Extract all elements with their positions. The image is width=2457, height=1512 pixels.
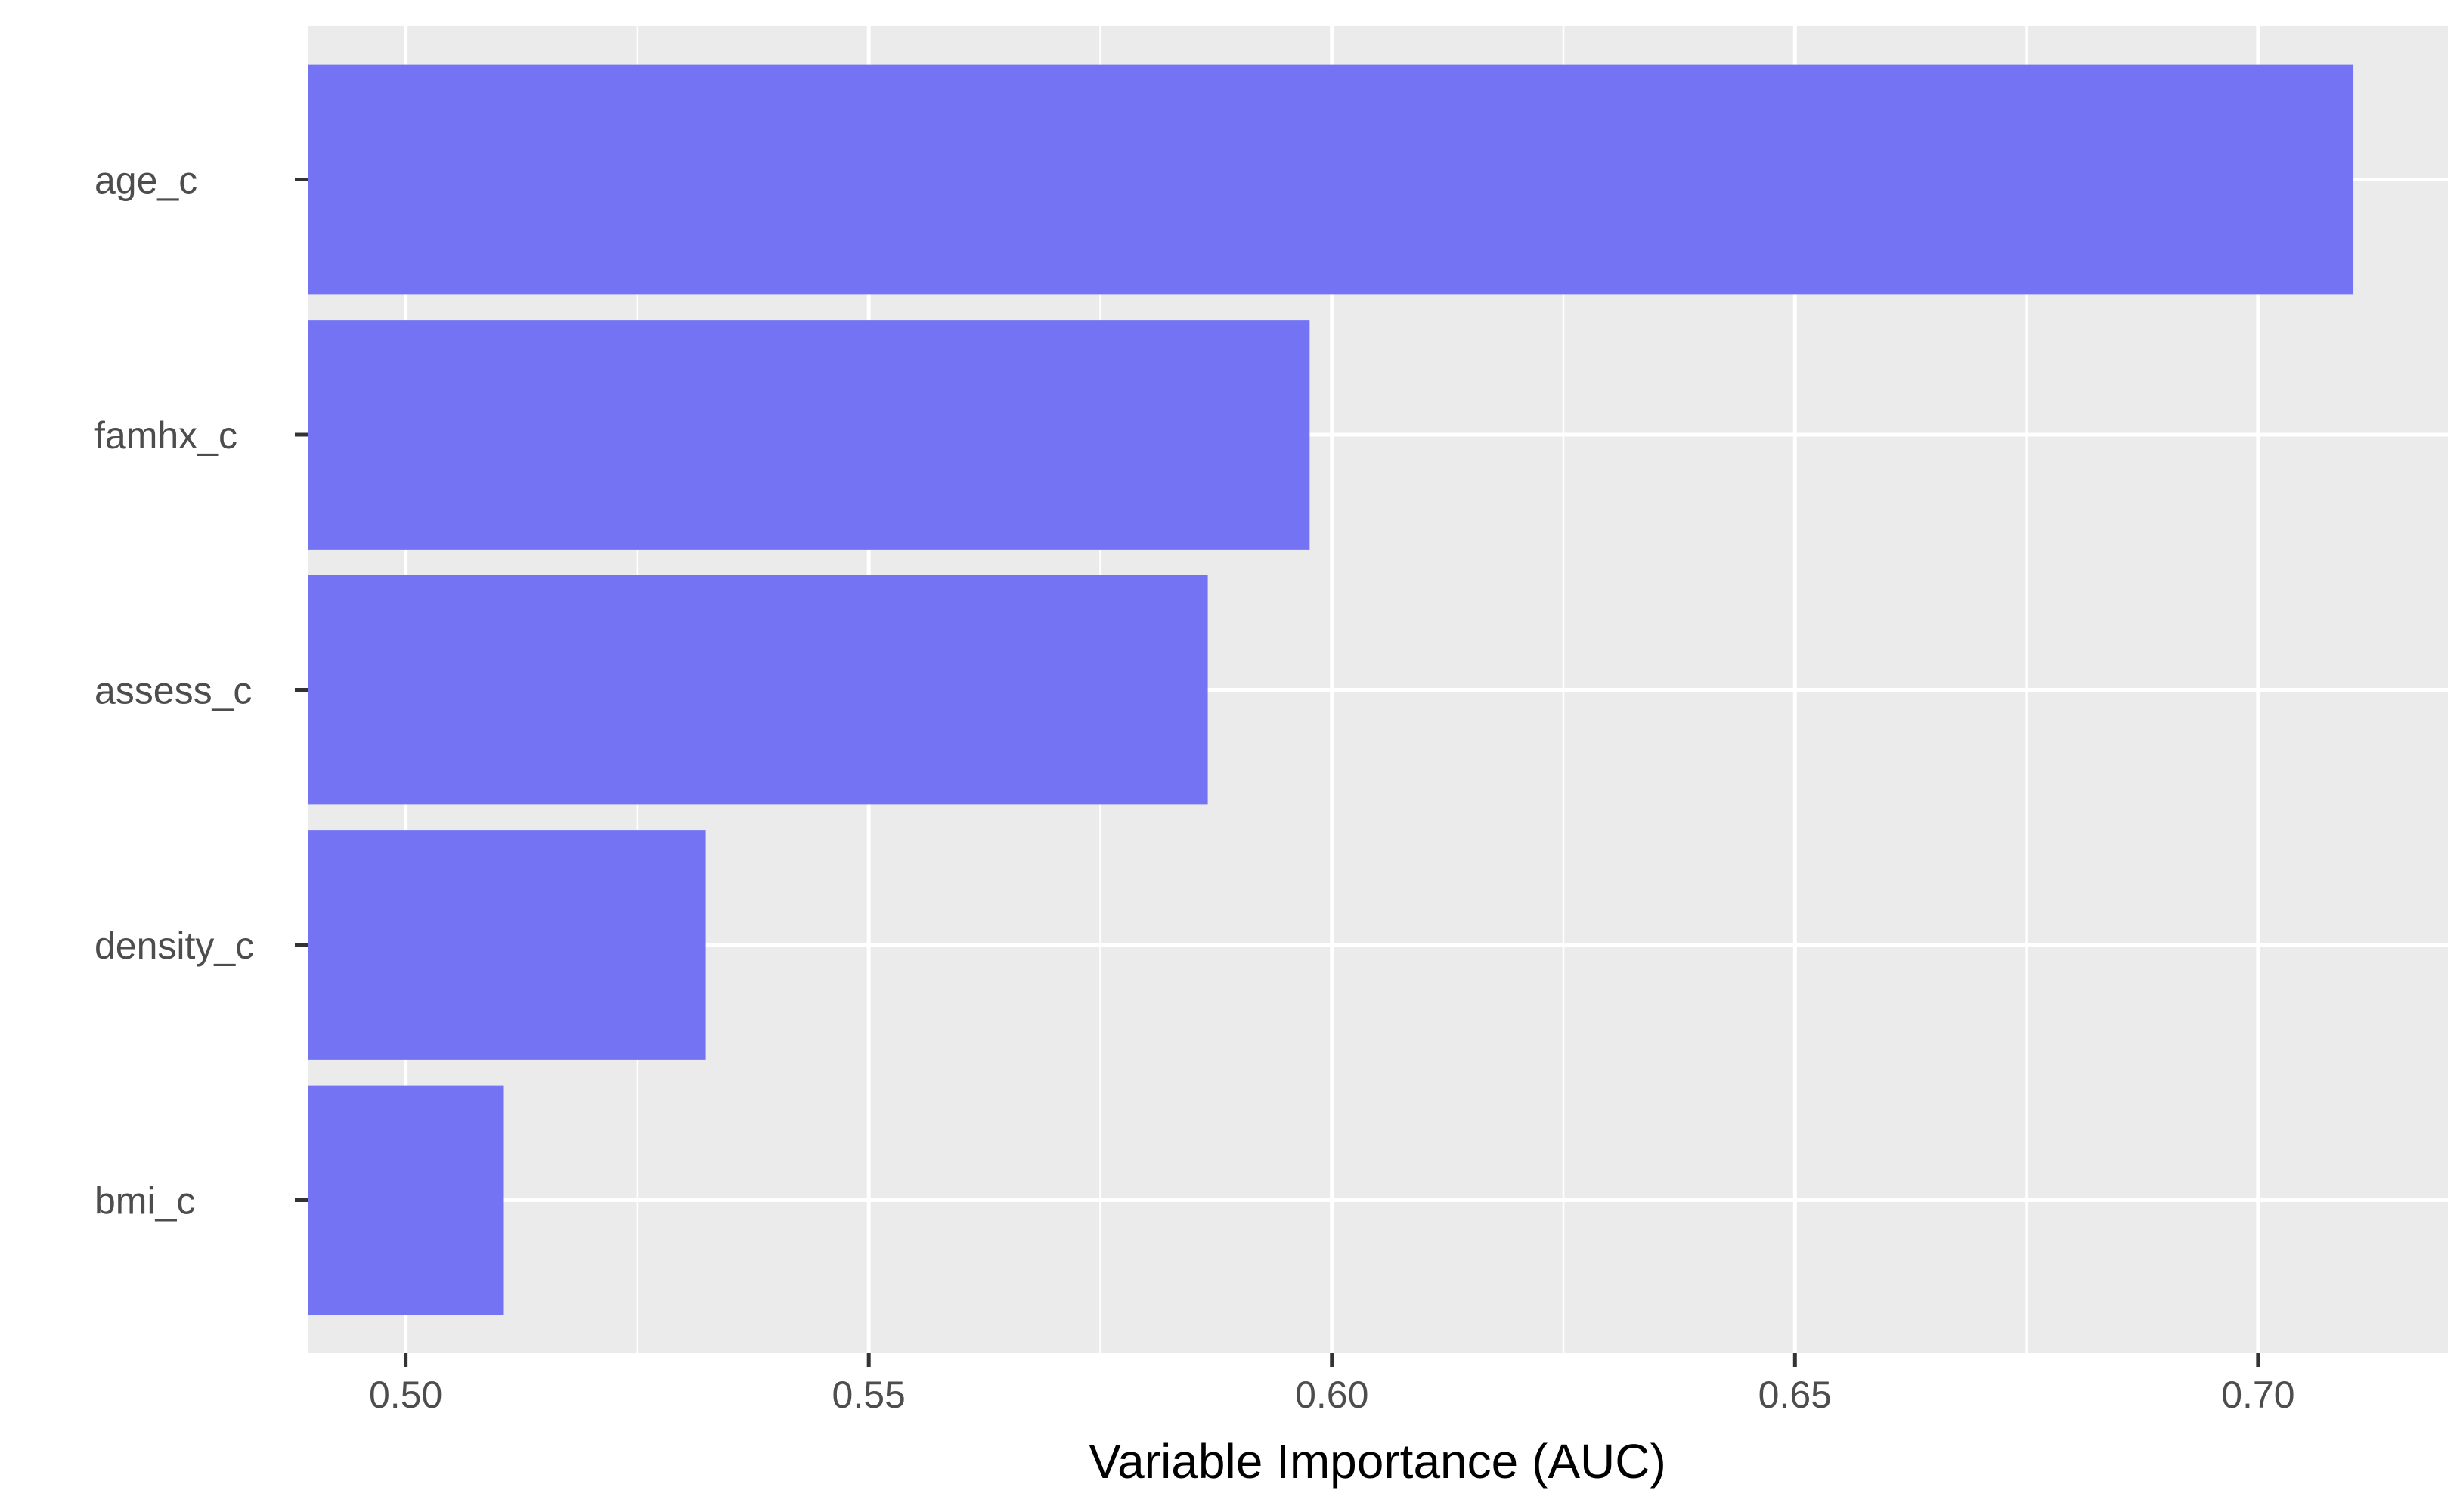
bar-assess-c: [308, 575, 1208, 805]
x-tick-label: 0.70: [2221, 1374, 2294, 1416]
x-tick-label: 0.50: [369, 1374, 442, 1416]
x-tick-label: 0.65: [1758, 1374, 1832, 1416]
bar-density-c: [308, 830, 706, 1060]
x-axis: 0.50 0.55 0.60 0.65 0.70: [369, 1353, 2295, 1416]
x-tick-label: 0.55: [832, 1374, 906, 1416]
x-axis-title: Variable Importance (AUC): [1089, 1434, 1666, 1489]
bars: [308, 64, 2354, 1315]
bar-age-c: [308, 64, 2354, 295]
y-tick-label: age_c: [94, 160, 197, 202]
y-axis: age_c famhx_c assess_c density_c bmi_c: [94, 160, 308, 1222]
bar-famhx-c: [308, 320, 1310, 550]
y-tick-label: bmi_c: [94, 1180, 195, 1222]
bar-bmi-c: [308, 1085, 504, 1315]
x-tick-label: 0.60: [1295, 1374, 1368, 1416]
y-tick-label: assess_c: [94, 670, 252, 712]
y-tick-label: density_c: [94, 925, 254, 967]
y-tick-label: famhx_c: [94, 414, 237, 457]
